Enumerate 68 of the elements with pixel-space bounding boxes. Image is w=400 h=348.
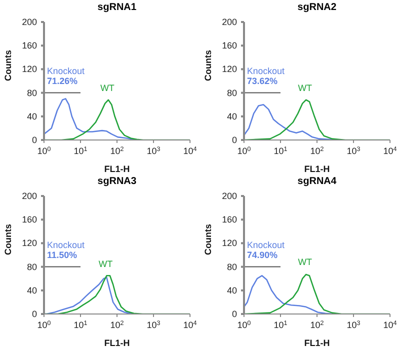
y-tick-label: 80 [26, 88, 37, 98]
y-tick-label: 0 [232, 309, 237, 319]
x-tick-label: 10$^{3}$ [346, 320, 361, 330]
chart-title: sgRNA4 [296, 176, 338, 187]
x-tick-label: 10$^{1}$ [274, 146, 288, 156]
y-tick-label: 160 [22, 40, 37, 51]
chart-title: sgRNA3 [96, 176, 138, 187]
text: Knockout [247, 240, 285, 250]
y-tick-label: 120 [22, 238, 37, 248]
x-tick-label: 10$^{3}$ [146, 146, 161, 156]
y-tick-label: 40 [26, 285, 37, 296]
y-tick-label: 40 [226, 111, 237, 122]
annotation: 71.26% [47, 76, 79, 86]
y-tick-label: 40 [226, 285, 237, 296]
y-tick-label: 0 [32, 309, 37, 319]
y-tick-label: 120 [222, 64, 237, 74]
x-tick-label: 10$^{0}$ [237, 146, 252, 156]
x-tick-label: 10$^{4}$ [383, 146, 398, 156]
y-tick-label: 120 [22, 64, 37, 74]
y-tick-label: 80 [26, 262, 37, 272]
x-tick-label: 10$^{2}$ [310, 146, 324, 156]
y-tick-label: 120 [222, 238, 237, 248]
x-tick-label: 10$^{1}$ [74, 146, 88, 156]
x-tick-label: 10$^{2}$ [110, 320, 124, 330]
x-tick-label: 10$^{4}$ [183, 146, 198, 156]
x-tick-label: 10$^{1}$ [74, 320, 88, 330]
y-tick-label: 200 [222, 17, 237, 27]
y-tick-label: 0 [32, 135, 37, 145]
text: Knockout [47, 240, 85, 250]
x-axis-title: FL1-H [304, 164, 330, 174]
y-tick-label: 80 [226, 262, 237, 272]
annotation: 11.50% [47, 250, 78, 260]
y-tick-label: 200 [22, 17, 37, 27]
text: Knockout [247, 66, 285, 76]
y-axis-title: Counts [203, 224, 214, 255]
y-tick-label: 80 [226, 88, 237, 98]
x-axis-title: FL1-H [104, 164, 130, 174]
annotation: 73.62% [247, 76, 279, 86]
x-tick-label: 10$^{0}$ [37, 146, 52, 156]
series-label: WT [100, 82, 114, 93]
x-tick-label: 10$^{2}$ [310, 320, 324, 330]
x-tick-label: 10$^{3}$ [346, 146, 361, 156]
series-label: WT [98, 258, 113, 269]
y-axis-title: Counts [3, 50, 14, 81]
y-tick-label: 160 [222, 40, 237, 51]
y-axis-title: Counts [203, 50, 214, 81]
series-label: WT [298, 82, 312, 93]
x-tick-label: 10$^{4}$ [383, 320, 398, 330]
x-axis-title: FL1-H [104, 338, 130, 348]
y-tick-label: 0 [232, 135, 237, 145]
y-axis-title: Counts [3, 224, 14, 255]
y-tick-label: 160 [22, 214, 37, 225]
series-label: WT [298, 257, 312, 268]
annotation: 74.90% [247, 250, 279, 260]
chart-title: sgRNA1 [96, 2, 138, 13]
x-tick-label: 10$^{1}$ [274, 320, 288, 330]
x-tick-label: 10$^{0}$ [237, 320, 252, 330]
y-tick-label: 160 [222, 214, 237, 225]
y-tick-label: 200 [222, 191, 237, 201]
text: Knockout [47, 66, 85, 76]
x-tick-label: 10$^{3}$ [146, 320, 161, 330]
y-tick-label: 40 [26, 111, 37, 122]
x-axis-title: FL1-H [304, 338, 330, 348]
x-tick-label: 10$^{4}$ [183, 320, 198, 330]
x-tick-label: 10$^{0}$ [37, 320, 52, 330]
chart-title: sgRNA2 [296, 2, 338, 13]
y-tick-label: 200 [22, 191, 37, 201]
x-tick-label: 10$^{2}$ [110, 146, 124, 156]
